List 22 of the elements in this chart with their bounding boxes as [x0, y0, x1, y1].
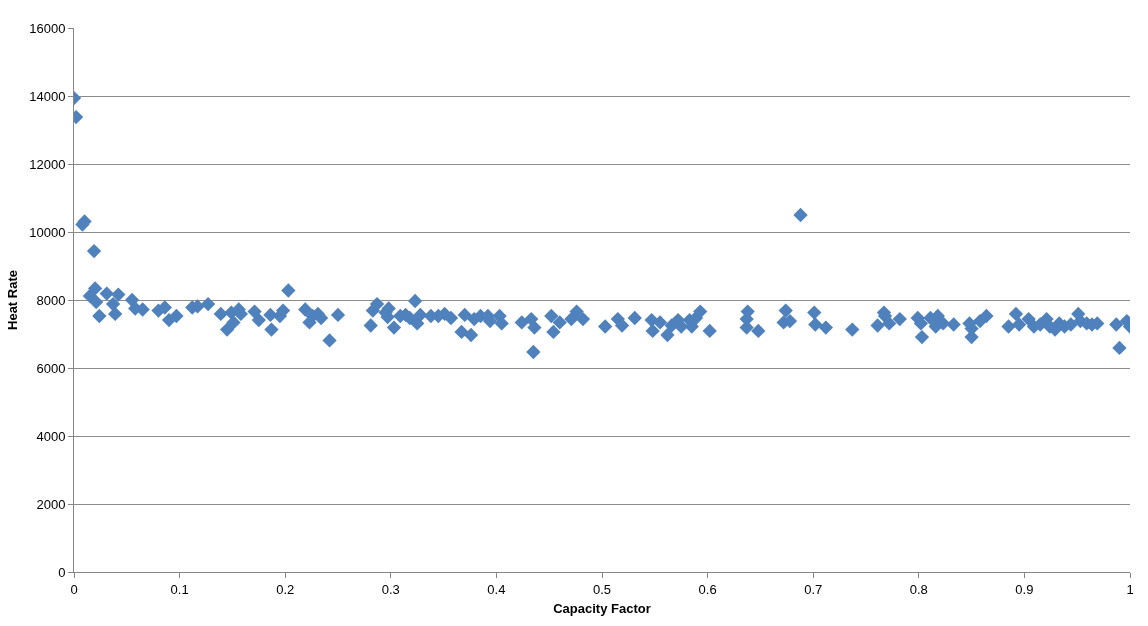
x-tick-label: 0.3 — [381, 581, 400, 597]
y-tick-label: 0 — [58, 564, 66, 580]
y-tick-label: 2000 — [36, 496, 66, 512]
y-tick-label: 12000 — [29, 156, 66, 172]
x-axis-title: Capacity Factor — [553, 601, 651, 617]
x-tick-label: 1 — [1126, 581, 1134, 597]
x-tick-label: 0 — [70, 581, 78, 597]
x-tick-label: 0.6 — [698, 581, 717, 597]
x-tick-label: 0.9 — [1015, 581, 1034, 597]
y-axis-title: Heat Rate — [5, 270, 21, 330]
y-tick-label: 16000 — [29, 20, 66, 36]
y-tick-label: 14000 — [29, 88, 66, 104]
y-tick-label: 6000 — [36, 360, 66, 376]
x-tick-label: 0.5 — [592, 581, 612, 597]
y-tick-label: 4000 — [36, 428, 66, 444]
y-tick-label: 10000 — [29, 224, 66, 240]
x-tick-label: 0.2 — [276, 581, 295, 597]
x-tick-label: 0.4 — [487, 581, 506, 597]
y-tick-label: 8000 — [36, 292, 66, 308]
x-tick-label: 0.8 — [909, 581, 928, 597]
x-tick-label: 0.7 — [804, 581, 823, 597]
x-tick-label: 0.1 — [170, 581, 189, 597]
